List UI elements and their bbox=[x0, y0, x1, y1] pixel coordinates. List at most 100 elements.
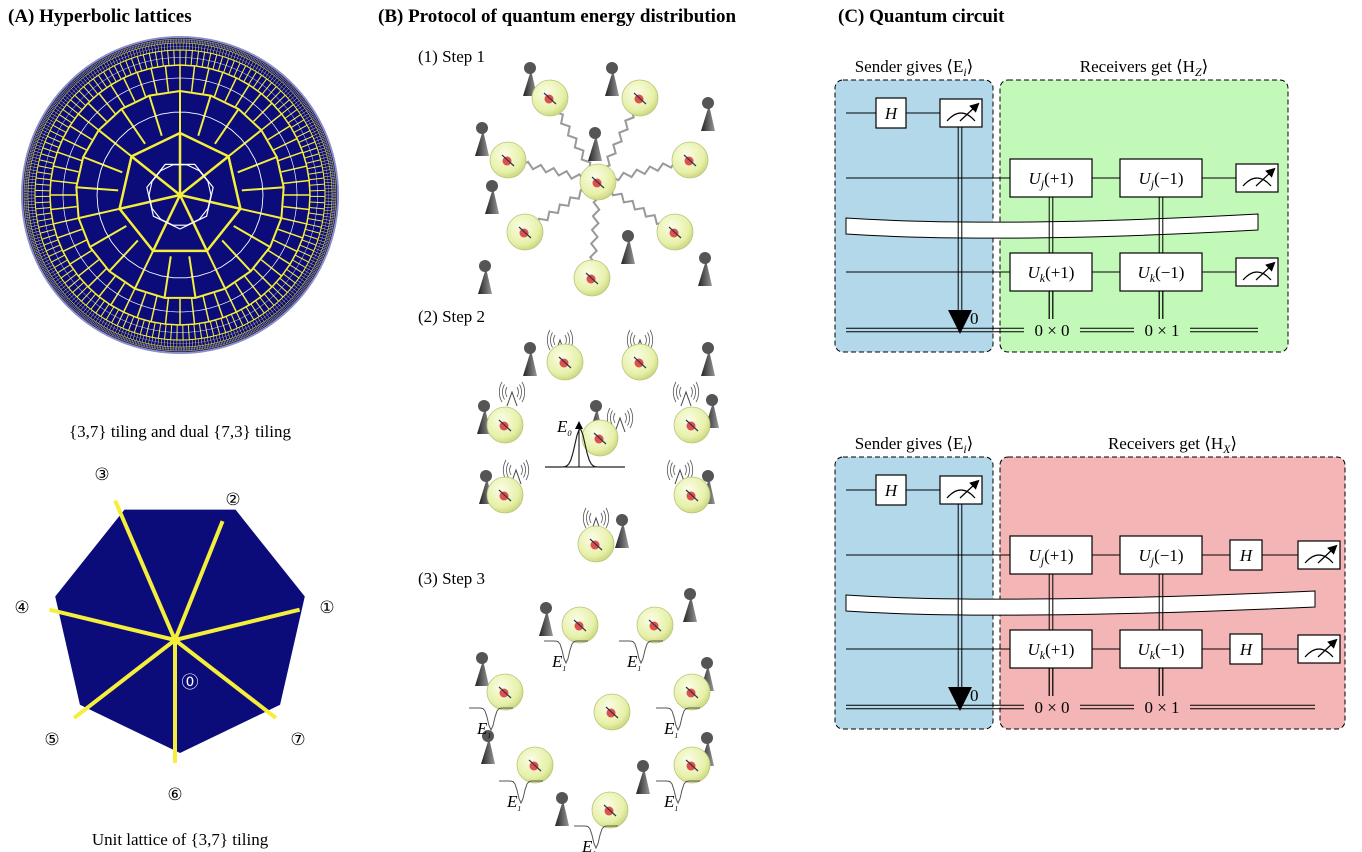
step-label: (3) Step 3 bbox=[418, 569, 485, 588]
outcome: 0 bbox=[970, 686, 979, 705]
outcome: 0 bbox=[970, 309, 979, 328]
site-label: ⑦ bbox=[290, 730, 305, 749]
rich-text: Uj(+1) bbox=[1028, 169, 1073, 191]
dual-edge bbox=[25, 40, 335, 350]
dual-edge bbox=[146, 163, 214, 230]
subscript: 1 bbox=[517, 804, 521, 813]
spin-arrow bbox=[685, 489, 699, 502]
step-label: (2) Step 2 bbox=[418, 307, 485, 326]
gate-box bbox=[1119, 629, 1203, 669]
classical-label: 0 × 1 bbox=[1144, 698, 1179, 717]
antenna-head bbox=[684, 588, 696, 600]
site-label: ④ bbox=[14, 598, 29, 617]
subscript: X bbox=[1222, 442, 1231, 456]
antenna-head bbox=[476, 652, 488, 664]
text-part: (+1) bbox=[1045, 263, 1074, 282]
energy-dip bbox=[656, 780, 700, 805]
label-bg bbox=[1134, 319, 1190, 339]
antenna bbox=[485, 188, 499, 214]
sender-region bbox=[834, 456, 994, 730]
spoke bbox=[72, 638, 177, 720]
antenna bbox=[481, 738, 495, 764]
site-label: ② bbox=[225, 490, 240, 509]
antenna-head bbox=[701, 732, 713, 744]
rich-text: H bbox=[1239, 640, 1254, 659]
meter-needle bbox=[959, 102, 980, 122]
spin-arrow bbox=[558, 356, 572, 369]
gate-box bbox=[1009, 629, 1093, 669]
spin bbox=[686, 688, 696, 698]
antenna-head bbox=[476, 122, 488, 134]
antenna-head bbox=[622, 230, 634, 242]
antenna-head bbox=[706, 394, 718, 406]
subscript: i bbox=[963, 65, 966, 79]
antenna-head bbox=[478, 400, 490, 412]
dual-edge bbox=[31, 46, 329, 344]
spin-arrow bbox=[633, 356, 647, 369]
subscript: j bbox=[1149, 177, 1155, 191]
spin-arrow bbox=[648, 619, 662, 632]
signal bbox=[687, 462, 690, 478]
text-part: H bbox=[1239, 640, 1254, 659]
rich-text: Uk(+1) bbox=[1028, 640, 1075, 662]
signal bbox=[519, 384, 522, 400]
spin bbox=[519, 228, 529, 238]
spin bbox=[686, 421, 696, 431]
rich-text: Uk(−1) bbox=[1138, 640, 1185, 662]
tower bbox=[614, 416, 626, 433]
label-bg bbox=[1024, 319, 1080, 339]
spin-arrow bbox=[633, 92, 647, 105]
spin-arrow bbox=[605, 706, 619, 719]
rich-text: Sender gives ⟨Ei⟩ bbox=[855, 57, 974, 79]
signal bbox=[644, 334, 647, 346]
spin bbox=[586, 274, 596, 284]
signal bbox=[498, 381, 503, 403]
signal bbox=[582, 507, 587, 529]
antenna-head bbox=[480, 470, 492, 482]
gate-box bbox=[1229, 539, 1263, 571]
signal bbox=[629, 407, 634, 429]
spin-arrow bbox=[543, 92, 557, 105]
signal bbox=[520, 464, 523, 476]
text-part: U bbox=[1138, 263, 1152, 282]
spin-arrow bbox=[591, 176, 605, 189]
signal bbox=[589, 512, 592, 524]
antenna bbox=[475, 660, 489, 686]
signal bbox=[627, 410, 630, 426]
signal bbox=[672, 381, 677, 403]
spin-arrow bbox=[498, 419, 512, 432]
antenna-head bbox=[699, 252, 711, 264]
spin bbox=[634, 94, 644, 104]
signal bbox=[673, 464, 676, 476]
meter-arc bbox=[1242, 271, 1272, 281]
text-part: (−1) bbox=[1154, 546, 1183, 565]
antenna bbox=[683, 596, 697, 622]
spoke bbox=[173, 638, 278, 720]
meter-needle bbox=[1317, 638, 1338, 658]
spin-arrow bbox=[685, 759, 699, 772]
meter-needle bbox=[1255, 261, 1276, 281]
spin-arrow bbox=[668, 226, 682, 239]
gate-box bbox=[1009, 158, 1093, 198]
text-part: E bbox=[663, 792, 675, 811]
gate-box bbox=[875, 97, 907, 129]
rich-text: H bbox=[884, 481, 899, 500]
signal bbox=[647, 332, 650, 348]
energy-dip bbox=[656, 707, 700, 732]
antenna-head bbox=[702, 470, 714, 482]
spin-arrow bbox=[683, 154, 697, 167]
text-part: U bbox=[1028, 263, 1042, 282]
subscript: i bbox=[963, 442, 966, 456]
antenna bbox=[605, 70, 619, 96]
rich-text: Uk(+1) bbox=[1028, 263, 1075, 285]
text-part: U bbox=[1028, 169, 1042, 188]
antenna-head bbox=[486, 180, 498, 192]
antenna bbox=[588, 135, 602, 161]
energy-peak bbox=[545, 429, 625, 468]
wire-break bbox=[845, 590, 1316, 616]
spin bbox=[502, 156, 512, 166]
text-part: E bbox=[551, 652, 563, 671]
meter-arc bbox=[1304, 648, 1334, 658]
spin-arrow bbox=[585, 272, 599, 285]
